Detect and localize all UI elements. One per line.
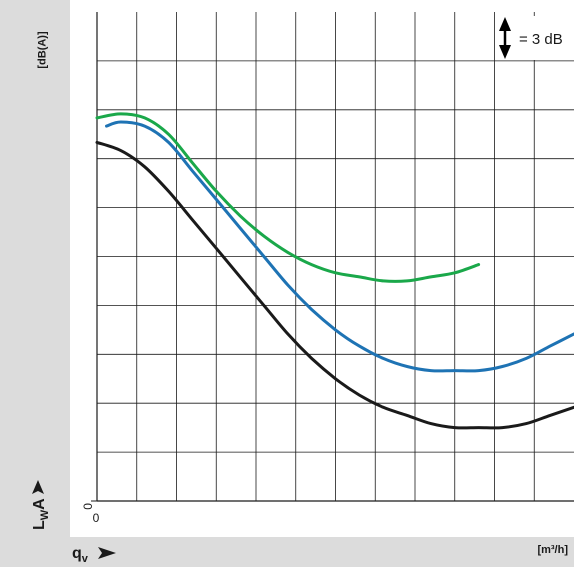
scale-note: = 3 dB	[519, 31, 563, 48]
y-axis-subscript: W	[39, 509, 51, 520]
x-axis-subscript: v	[82, 553, 89, 565]
x-axis-band	[0, 537, 574, 567]
scale-indicator: = 3 dB	[495, 16, 574, 60]
y-axis-unit: [dB(A)]	[36, 31, 49, 69]
y-axis-band	[0, 0, 70, 567]
x-axis-unit: [m³/h]	[537, 544, 568, 556]
series-line-1	[95, 112, 481, 283]
scale-indicator-background	[495, 16, 574, 60]
x-axis-arrow-icon	[98, 547, 116, 559]
curves	[95, 112, 574, 430]
series-line-3	[95, 140, 574, 430]
x-tick-label: 0	[93, 511, 100, 525]
scale-arrow-down-icon	[499, 45, 511, 59]
y-tick-label: 0	[81, 503, 95, 510]
y-axis-symbol: L	[31, 520, 48, 530]
y-axis-arrow-icon	[32, 480, 44, 494]
svg-text:qv: qv	[72, 545, 89, 565]
y-axis-suffix: A	[31, 498, 48, 510]
scale-arrow-up-icon	[499, 17, 511, 31]
y-axis-label: LWA	[31, 480, 51, 530]
x-axis-symbol: q	[72, 545, 82, 562]
svg-text:LWA: LWA	[31, 498, 51, 530]
x-axis-label: qv	[72, 545, 116, 565]
series-line-2	[105, 120, 574, 373]
